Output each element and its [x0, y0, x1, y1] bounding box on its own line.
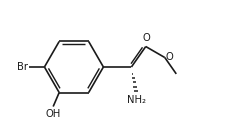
Text: O: O: [143, 33, 151, 43]
Text: Br: Br: [17, 62, 28, 72]
Text: O: O: [166, 51, 173, 62]
Text: OH: OH: [46, 109, 61, 119]
Text: NH₂: NH₂: [127, 95, 146, 105]
